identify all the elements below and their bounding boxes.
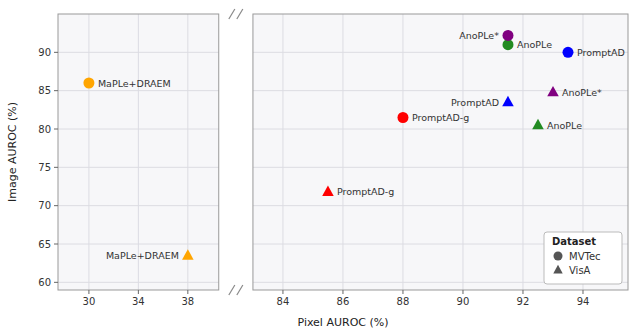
legend-label: VisA bbox=[569, 265, 591, 276]
tick-label-x: 84 bbox=[277, 296, 290, 307]
tick-y bbox=[54, 167, 58, 168]
axis-break bbox=[237, 9, 243, 19]
grid-line-x bbox=[342, 14, 343, 290]
grid-line-x bbox=[462, 14, 463, 290]
marker-triangle bbox=[547, 86, 559, 96]
point-label: MaPLe+DRAEM bbox=[106, 250, 179, 261]
point-group bbox=[502, 96, 514, 106]
tick-label-x: 30 bbox=[83, 296, 96, 307]
plot-background bbox=[58, 14, 219, 290]
plot-frame bbox=[58, 14, 219, 290]
tick-y bbox=[54, 90, 58, 91]
axis-label-y: Image AUROC (%) bbox=[6, 102, 19, 202]
point-group bbox=[547, 86, 559, 96]
marker-triangle bbox=[502, 96, 514, 106]
point-label: AnoPLe bbox=[547, 120, 582, 131]
marker-triangle bbox=[322, 186, 334, 196]
point-label: AnoPLe* bbox=[562, 87, 602, 98]
tick-label-x: 34 bbox=[132, 296, 145, 307]
marker-circle bbox=[502, 30, 513, 41]
tick-y bbox=[54, 282, 58, 283]
tick-y bbox=[54, 129, 58, 130]
point-group bbox=[182, 249, 194, 259]
tick-label-y: 60 bbox=[38, 277, 51, 288]
point-group bbox=[502, 30, 513, 41]
tick-y bbox=[54, 52, 58, 53]
marker-circle bbox=[554, 252, 563, 261]
plot-background bbox=[253, 14, 628, 290]
grid-line-x bbox=[402, 14, 403, 290]
grid-line-x bbox=[88, 14, 89, 290]
tick-x bbox=[522, 290, 523, 294]
marker-circle bbox=[397, 112, 408, 123]
tick-label-x: 88 bbox=[397, 296, 410, 307]
grid-line-y bbox=[253, 205, 628, 206]
tick-label-x: 90 bbox=[457, 296, 470, 307]
axis-label-x: Pixel AUROC (%) bbox=[297, 316, 388, 329]
tick-x bbox=[282, 290, 283, 294]
point-label: AnoPLe bbox=[517, 39, 552, 50]
marker-triangle bbox=[182, 249, 194, 259]
legend: Dataset MVTec VisA bbox=[544, 232, 622, 284]
tick-x bbox=[462, 290, 463, 294]
point-group bbox=[562, 47, 573, 58]
point-label: PromptAD bbox=[451, 97, 499, 108]
grid-line-x bbox=[138, 14, 139, 290]
legend-label: MVTec bbox=[569, 251, 601, 262]
point-group bbox=[322, 186, 334, 196]
tick-x bbox=[402, 290, 403, 294]
tick-label-x: 38 bbox=[181, 296, 194, 307]
tick-label-y: 80 bbox=[38, 124, 51, 135]
tick-x bbox=[187, 290, 188, 294]
marker-circle bbox=[562, 47, 573, 58]
tick-y bbox=[54, 244, 58, 245]
tick-y bbox=[54, 205, 58, 206]
axis-break bbox=[229, 285, 235, 295]
grid-line-x bbox=[282, 14, 283, 290]
grid-line-x bbox=[522, 14, 523, 290]
point-label: PromptAD bbox=[577, 47, 625, 58]
plot-frame bbox=[253, 14, 628, 290]
tick-label-y: 90 bbox=[38, 47, 51, 58]
tick-label-y: 75 bbox=[38, 162, 51, 173]
grid-line-y bbox=[253, 167, 628, 168]
point-group bbox=[83, 78, 94, 89]
marker-circle bbox=[83, 78, 94, 89]
grid-line-x bbox=[187, 14, 188, 290]
legend-title: Dataset bbox=[552, 236, 596, 247]
tick-label-y: 65 bbox=[38, 239, 51, 250]
tick-x bbox=[138, 290, 139, 294]
tick-label-x: 94 bbox=[577, 296, 590, 307]
chart: 30 34 38 84 86 88 90 92 94 60 65 70 75 80 85 90 Image AU… bbox=[0, 0, 640, 334]
tick-label-y: 85 bbox=[38, 85, 51, 96]
legend-box bbox=[544, 232, 622, 284]
tick-x bbox=[582, 290, 583, 294]
marker-triangle bbox=[553, 265, 562, 274]
axis-break bbox=[237, 285, 243, 295]
point-group bbox=[397, 112, 408, 123]
tick-x bbox=[342, 290, 343, 294]
point-label: AnoPLe* bbox=[459, 30, 499, 41]
point-label: PromptAD-g bbox=[412, 112, 469, 123]
tick-label-x: 86 bbox=[337, 296, 350, 307]
tick-x bbox=[88, 290, 89, 294]
axis-break bbox=[229, 9, 235, 19]
point-group bbox=[532, 119, 544, 129]
point-label: MaPLe+DRAEM bbox=[98, 78, 171, 89]
marker-triangle bbox=[532, 119, 544, 129]
tick-label-x: 92 bbox=[517, 296, 530, 307]
tick-label-y: 70 bbox=[38, 200, 51, 211]
point-label: PromptAD-g bbox=[337, 186, 394, 197]
